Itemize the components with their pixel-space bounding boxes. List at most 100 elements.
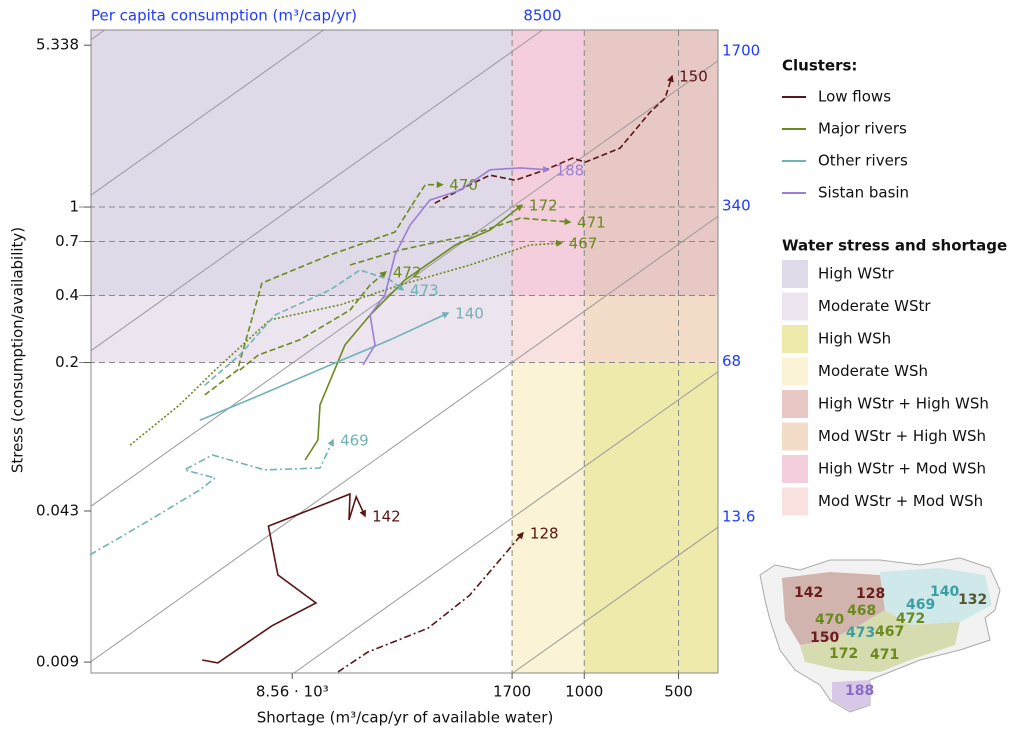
consumption-line — [293, 371, 719, 674]
x-axis-label: Shortage (m³/cap/yr of available water) — [257, 709, 554, 727]
right-tick-label: 13.6 — [722, 508, 755, 526]
trajectory — [202, 492, 366, 664]
map-label: 132 — [958, 592, 987, 608]
legend-swatch — [782, 325, 808, 353]
map-region — [880, 568, 992, 625]
right-tick-label: 68 — [722, 352, 741, 370]
map-label: 471 — [870, 647, 899, 663]
inset-map: 142 128 140 469 132 470 468 472 150 473 … — [759, 557, 1001, 713]
trajectory — [129, 239, 564, 446]
consumption-line — [90, 29, 543, 352]
x-tick-label: 8.56 · 10³ — [256, 683, 329, 701]
y-axis-label: Stress (consumption/availability) — [9, 227, 27, 473]
legend-swatch — [782, 260, 808, 288]
region — [584, 362, 718, 673]
map-label: 150 — [810, 630, 839, 646]
trajectory-label: 472 — [393, 263, 422, 281]
map-label: 140 — [930, 584, 959, 600]
legend-swatch — [782, 455, 808, 483]
trajectory-label: 467 — [569, 235, 598, 253]
trajectory — [349, 217, 572, 266]
map-label: 468 — [847, 603, 876, 619]
consumption-line — [90, 29, 105, 41]
trajectory-label: 128 — [530, 524, 559, 542]
trajectory — [204, 181, 444, 396]
trajectory-label: 142 — [372, 508, 401, 526]
legend-swatch — [782, 487, 808, 516]
legend-label: Major rivers — [818, 120, 907, 138]
x-tick-label: 1000 — [565, 683, 603, 701]
right-tick-label: 1700 — [722, 41, 760, 59]
trajectory — [362, 165, 550, 366]
region — [512, 30, 585, 296]
map-label: 142 — [794, 585, 823, 601]
legend-label: Mod WStr + High WSh — [818, 427, 986, 445]
y-tick-label: 1 — [69, 198, 79, 216]
y-tick-label: 0.2 — [55, 353, 79, 371]
legend-label: Moderate WSh — [818, 362, 928, 380]
legend-swatch — [782, 422, 808, 451]
legend-label: Other rivers — [818, 152, 908, 170]
consumption-line — [90, 60, 719, 507]
consumption-line — [512, 526, 719, 674]
legend-swatch — [782, 357, 808, 386]
map-label: 128 — [856, 586, 885, 602]
map-label: 469 — [906, 597, 935, 613]
legend-title: Clusters: — [782, 57, 857, 75]
map-label: 472 — [896, 611, 925, 627]
trajectory-label: 150 — [679, 68, 708, 86]
plot-frame — [90, 29, 719, 674]
region — [584, 30, 718, 296]
trajectory — [204, 269, 405, 386]
top-tick-label: 8500 — [523, 7, 561, 25]
y-tick-label: 0.043 — [36, 502, 79, 520]
region — [91, 295, 513, 363]
top-axis-label: Per capita consumption (m³/cap/yr) — [91, 7, 357, 25]
legend-label: High WStr + High WSh — [818, 395, 989, 413]
y-tick-label: 0.7 — [55, 232, 79, 250]
trajectory — [89, 438, 334, 556]
map-label: 188 — [845, 683, 874, 699]
region — [512, 295, 585, 363]
trajectory — [199, 312, 450, 422]
legend-label: High WStr — [818, 265, 894, 283]
region — [91, 30, 513, 296]
region — [512, 362, 585, 673]
region — [584, 295, 718, 363]
legend-label: High WSh — [818, 330, 891, 348]
map-region — [832, 680, 870, 711]
map-label: 172 — [829, 646, 858, 662]
trajectory-label: 140 — [455, 304, 484, 322]
legend-label: Low flows — [818, 88, 891, 106]
y-tick-label: 0.009 — [36, 653, 79, 671]
plot-area: 142 128 150 470 472 172 471 467 140 469 473 188 — [79, 29, 719, 679]
trajectory-label: 470 — [449, 176, 478, 194]
legend-label: Mod WStr + Mod WSh — [818, 492, 983, 510]
legend-label: Sistan basin — [818, 184, 909, 202]
legend-swatch — [782, 292, 808, 321]
trajectory-label: 473 — [410, 281, 439, 299]
map-region — [800, 610, 960, 672]
legend-label: Moderate WStr — [818, 297, 931, 315]
map-label: 473 — [846, 625, 875, 641]
trajectory-label: 469 — [340, 431, 369, 449]
consumption-line — [90, 215, 719, 663]
trajectory — [337, 531, 524, 673]
legend-swatch — [782, 390, 808, 418]
map-label: 467 — [875, 624, 904, 640]
right-tick-label: 340 — [722, 197, 751, 215]
y-tick-label: 5.338 — [36, 36, 79, 54]
trajectory — [239, 271, 387, 371]
map-label: 470 — [815, 612, 844, 628]
x-tick-label: 500 — [664, 683, 693, 701]
map-region — [782, 572, 885, 645]
trajectory — [434, 74, 674, 204]
x-tick-label: 1700 — [493, 683, 531, 701]
trajectory-label: 172 — [529, 197, 558, 215]
consumption-line — [90, 29, 324, 196]
trajectory-label: 188 — [556, 161, 585, 179]
trajectory-label: 471 — [577, 214, 606, 232]
y-tick-label: 0.4 — [55, 286, 79, 304]
legend-title: Water stress and shortage — [782, 237, 1007, 255]
